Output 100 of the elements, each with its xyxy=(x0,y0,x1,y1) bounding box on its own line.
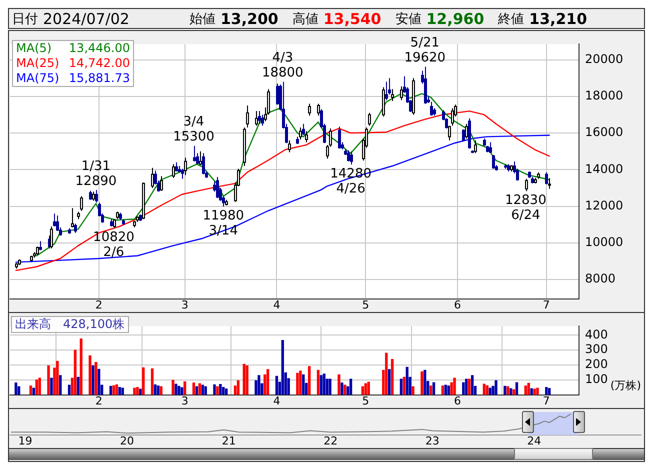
bar xyxy=(38,378,41,395)
bar xyxy=(450,382,453,395)
bar xyxy=(468,378,471,395)
text: MA(5) 13,446.00 xyxy=(16,41,130,55)
bar xyxy=(545,387,548,395)
x-tick-label: 6 xyxy=(454,298,461,312)
x-tick-label: 4 xyxy=(273,298,280,312)
bar xyxy=(316,370,320,395)
bar xyxy=(328,378,332,395)
bar xyxy=(402,376,406,395)
bar xyxy=(14,382,18,395)
bar xyxy=(527,382,530,395)
bar xyxy=(299,370,302,395)
bar xyxy=(338,374,340,395)
bar xyxy=(400,378,403,395)
x-tick-label: 19 xyxy=(18,434,32,448)
y-tick-label: 18000 xyxy=(585,88,624,103)
bar xyxy=(388,369,391,395)
bar xyxy=(59,375,62,395)
x-tick-label: 24 xyxy=(527,434,542,448)
y-tick-label: 8000 xyxy=(585,272,616,286)
bar xyxy=(80,338,82,395)
bar xyxy=(225,388,228,395)
bar xyxy=(216,386,219,395)
bar xyxy=(320,375,322,395)
bar xyxy=(432,382,436,395)
bar xyxy=(470,375,474,395)
bar xyxy=(213,384,216,395)
annotation: 19620 xyxy=(404,50,446,66)
bar xyxy=(142,367,145,395)
x-tick-label: 2 xyxy=(95,394,102,408)
annotation: 12830 xyxy=(504,192,546,208)
bar xyxy=(486,385,488,395)
x-tick-label: 3 xyxy=(181,298,188,312)
bar xyxy=(536,388,539,395)
text: 13,210 xyxy=(529,10,588,28)
y-tick-label: 14000 xyxy=(585,162,624,176)
y-tick-label: 16000 xyxy=(585,125,624,140)
text: 日付 xyxy=(12,10,38,28)
bar xyxy=(340,382,344,395)
bar xyxy=(172,380,174,395)
text: 13,200 xyxy=(220,10,278,28)
bar xyxy=(219,384,222,395)
annotation: 5/21 xyxy=(410,36,440,51)
bar xyxy=(94,362,98,395)
bar xyxy=(50,378,53,395)
y-tick-label: 10000 xyxy=(585,235,624,250)
annotation: 10820 xyxy=(93,230,134,245)
bar xyxy=(322,374,326,395)
chart-title: 出来高 428,100株 xyxy=(11,316,129,333)
bar xyxy=(462,382,465,395)
bar xyxy=(349,378,352,395)
bar xyxy=(420,371,424,395)
bar xyxy=(236,380,240,395)
annotation: 1/31 xyxy=(81,158,111,174)
annotation: 4/26 xyxy=(336,181,366,196)
bar xyxy=(184,381,186,395)
bar xyxy=(308,366,311,395)
bar xyxy=(74,350,77,395)
bar xyxy=(56,360,59,395)
bar xyxy=(453,378,456,395)
bar xyxy=(150,368,154,395)
bar xyxy=(246,365,248,395)
bar xyxy=(385,352,388,395)
bar xyxy=(192,382,196,395)
annotation: 2/6 xyxy=(103,244,124,260)
bar xyxy=(424,370,426,395)
x-tick-label: 5 xyxy=(362,394,370,408)
bar xyxy=(133,388,136,395)
text: 終値 xyxy=(498,10,524,28)
bar xyxy=(35,380,38,395)
bar xyxy=(447,386,450,395)
bar xyxy=(494,380,498,395)
bar xyxy=(548,388,551,395)
text: 2024/07/02 xyxy=(43,10,130,28)
bar xyxy=(441,386,444,395)
text: 高値 xyxy=(292,10,318,28)
annotation: 3/4 xyxy=(183,114,204,130)
bar xyxy=(112,385,116,395)
bar xyxy=(429,386,432,395)
bar xyxy=(178,386,180,395)
y-tick-label: 100 xyxy=(585,372,608,386)
x-tick-label: 4 xyxy=(273,394,280,408)
bar xyxy=(524,386,527,395)
bar xyxy=(154,384,157,395)
bar xyxy=(76,376,80,395)
annotation: 6/24 xyxy=(511,208,540,223)
bar xyxy=(47,365,50,395)
x-tick-label: 3 xyxy=(181,394,188,408)
bar xyxy=(530,388,533,395)
y-tick-label: 300 xyxy=(585,342,608,356)
bar xyxy=(465,378,468,395)
x-tick-label: 20 xyxy=(120,434,134,448)
text: MA(25) 14,742.00 xyxy=(16,56,130,71)
x-tick-label: 21 xyxy=(222,434,236,448)
bar xyxy=(222,387,225,395)
text: MA(75) 15,881.73 xyxy=(16,71,130,86)
bar xyxy=(367,382,370,395)
bar xyxy=(242,364,246,395)
text: 12,960 xyxy=(426,10,484,28)
